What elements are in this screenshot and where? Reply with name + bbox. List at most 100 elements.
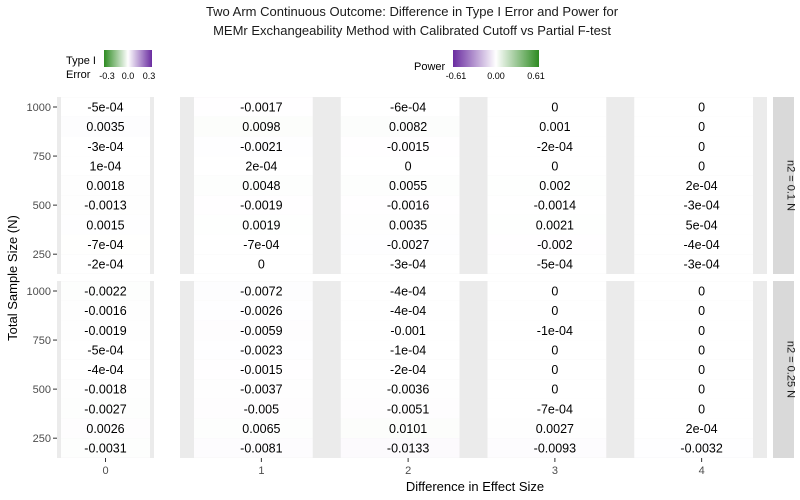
power-cell (194, 175, 313, 196)
power-cell (487, 398, 607, 419)
power-cell-label: -0.0133 (387, 442, 429, 456)
power-cell (194, 116, 313, 137)
power-cell-label: -4e-04 (390, 285, 426, 299)
power-cell (634, 254, 753, 274)
power-cell (340, 398, 460, 419)
legend-type1-tick-high: 0.3 (143, 71, 156, 81)
power-cell (340, 234, 460, 255)
power-cell-label: -3e-04 (684, 258, 720, 272)
power-cell-label: -0.001 (390, 324, 425, 338)
power-cell-label: 5e-04 (686, 218, 718, 232)
legend-power-tick-high: 0.61 (527, 71, 545, 81)
legend-type1-tick-low: -0.3 (99, 71, 115, 81)
y-axis-title: Total Sample Size (N) (5, 215, 20, 341)
power-cell (487, 175, 607, 196)
power-cell (340, 320, 460, 341)
power-cell-label: 0.0027 (536, 422, 574, 436)
type1-cell-label: 1e-04 (90, 159, 122, 173)
power-cell (340, 438, 460, 458)
power-cell (487, 438, 607, 458)
power-cell-label: 0 (551, 285, 558, 299)
x-axis-title: Difference in Effect Size (406, 479, 544, 494)
legend-type1-title-line-1: Type I (66, 55, 96, 67)
power-cell-label: -1e-04 (390, 343, 426, 357)
power-cell (194, 300, 313, 321)
power-cell (634, 398, 753, 419)
x-tick-label: 2 (405, 465, 411, 477)
power-cell (194, 438, 313, 458)
power-cell-label: 0.0065 (242, 422, 280, 436)
type1-cell (61, 438, 150, 458)
power-cell-label: 0 (405, 159, 412, 173)
power-cell (340, 214, 460, 235)
power-cell (634, 136, 753, 157)
chart-title-line-1: Two Arm Continuous Outcome: Difference i… (206, 4, 619, 19)
type1-cell-label: -0.0022 (84, 285, 126, 299)
power-cell-label: -0.0019 (240, 199, 282, 213)
power-cell (634, 156, 753, 176)
power-cell-label: 0 (551, 159, 558, 173)
power-cell (340, 281, 460, 301)
power-cell (340, 175, 460, 196)
power-cell-label: -4e-04 (390, 304, 426, 318)
power-cell (194, 320, 313, 341)
y-tick-label: 1000 (27, 102, 51, 114)
power-cell (194, 254, 313, 274)
power-cell-label: -0.0027 (387, 238, 429, 252)
power-cell-label: 0 (698, 383, 705, 397)
power-cell (487, 97, 607, 117)
power-cell-label: -0.0051 (387, 402, 429, 416)
power-cell-label: -0.0015 (240, 363, 282, 377)
power-cell-label: 0.001 (539, 120, 570, 134)
type1-cell (61, 156, 150, 176)
power-cell-label: -0.0015 (387, 140, 429, 154)
type1-cell (61, 214, 150, 235)
y-tick-label: 250 (33, 249, 51, 261)
power-cell-label: 0 (698, 343, 705, 357)
power-cell-label: 0 (698, 101, 705, 115)
legend-power-title: Power (414, 61, 446, 73)
power-cell (340, 136, 460, 157)
power-cell (340, 418, 460, 439)
power-cell-label: -0.005 (244, 402, 279, 416)
type1-cell (61, 136, 150, 157)
power-cell-label: -0.0059 (240, 324, 282, 338)
power-cell-label: -5e-04 (537, 258, 573, 272)
type1-cell-label: -2e-04 (87, 258, 123, 272)
power-cell (194, 398, 313, 419)
power-cell (340, 300, 460, 321)
x-tick-label: 4 (699, 465, 705, 477)
power-cell (194, 136, 313, 157)
power-cell-label: 0 (698, 363, 705, 377)
legend-power-tick-low: -0.61 (446, 71, 467, 81)
power-cell (340, 116, 460, 137)
power-cell-label: 0.002 (539, 179, 570, 193)
power-cell (634, 97, 753, 117)
type1-cell (61, 254, 150, 274)
power-cell (194, 214, 313, 235)
type1-cell-label: 0.0015 (86, 218, 124, 232)
power-cell-label: 0.0082 (389, 120, 427, 134)
legend-power: Power -0.61 0.00 0.61 (414, 50, 545, 81)
power-cell (487, 320, 607, 341)
type1-cell-label: -3e-04 (87, 140, 123, 154)
legend-type1-title-line-2: Error (66, 69, 91, 81)
type1-cell (61, 418, 150, 439)
type1-cell (61, 379, 150, 399)
power-cell (634, 379, 753, 399)
type1-cell-label: -4e-04 (87, 363, 123, 377)
power-cell (634, 214, 753, 235)
power-cell-label: -0.0032 (680, 442, 722, 456)
power-cell-label: -1e-04 (537, 324, 573, 338)
y-tick-label: 1000 (27, 286, 51, 298)
power-cell (340, 340, 460, 360)
power-cell-label: -0.0036 (387, 383, 429, 397)
power-cell (340, 195, 460, 215)
power-cell (487, 300, 607, 321)
type1-cell (61, 359, 150, 380)
power-cell-label: 2e-04 (245, 159, 277, 173)
power-cell (634, 438, 753, 458)
type1-cell-label: -0.0018 (84, 383, 126, 397)
